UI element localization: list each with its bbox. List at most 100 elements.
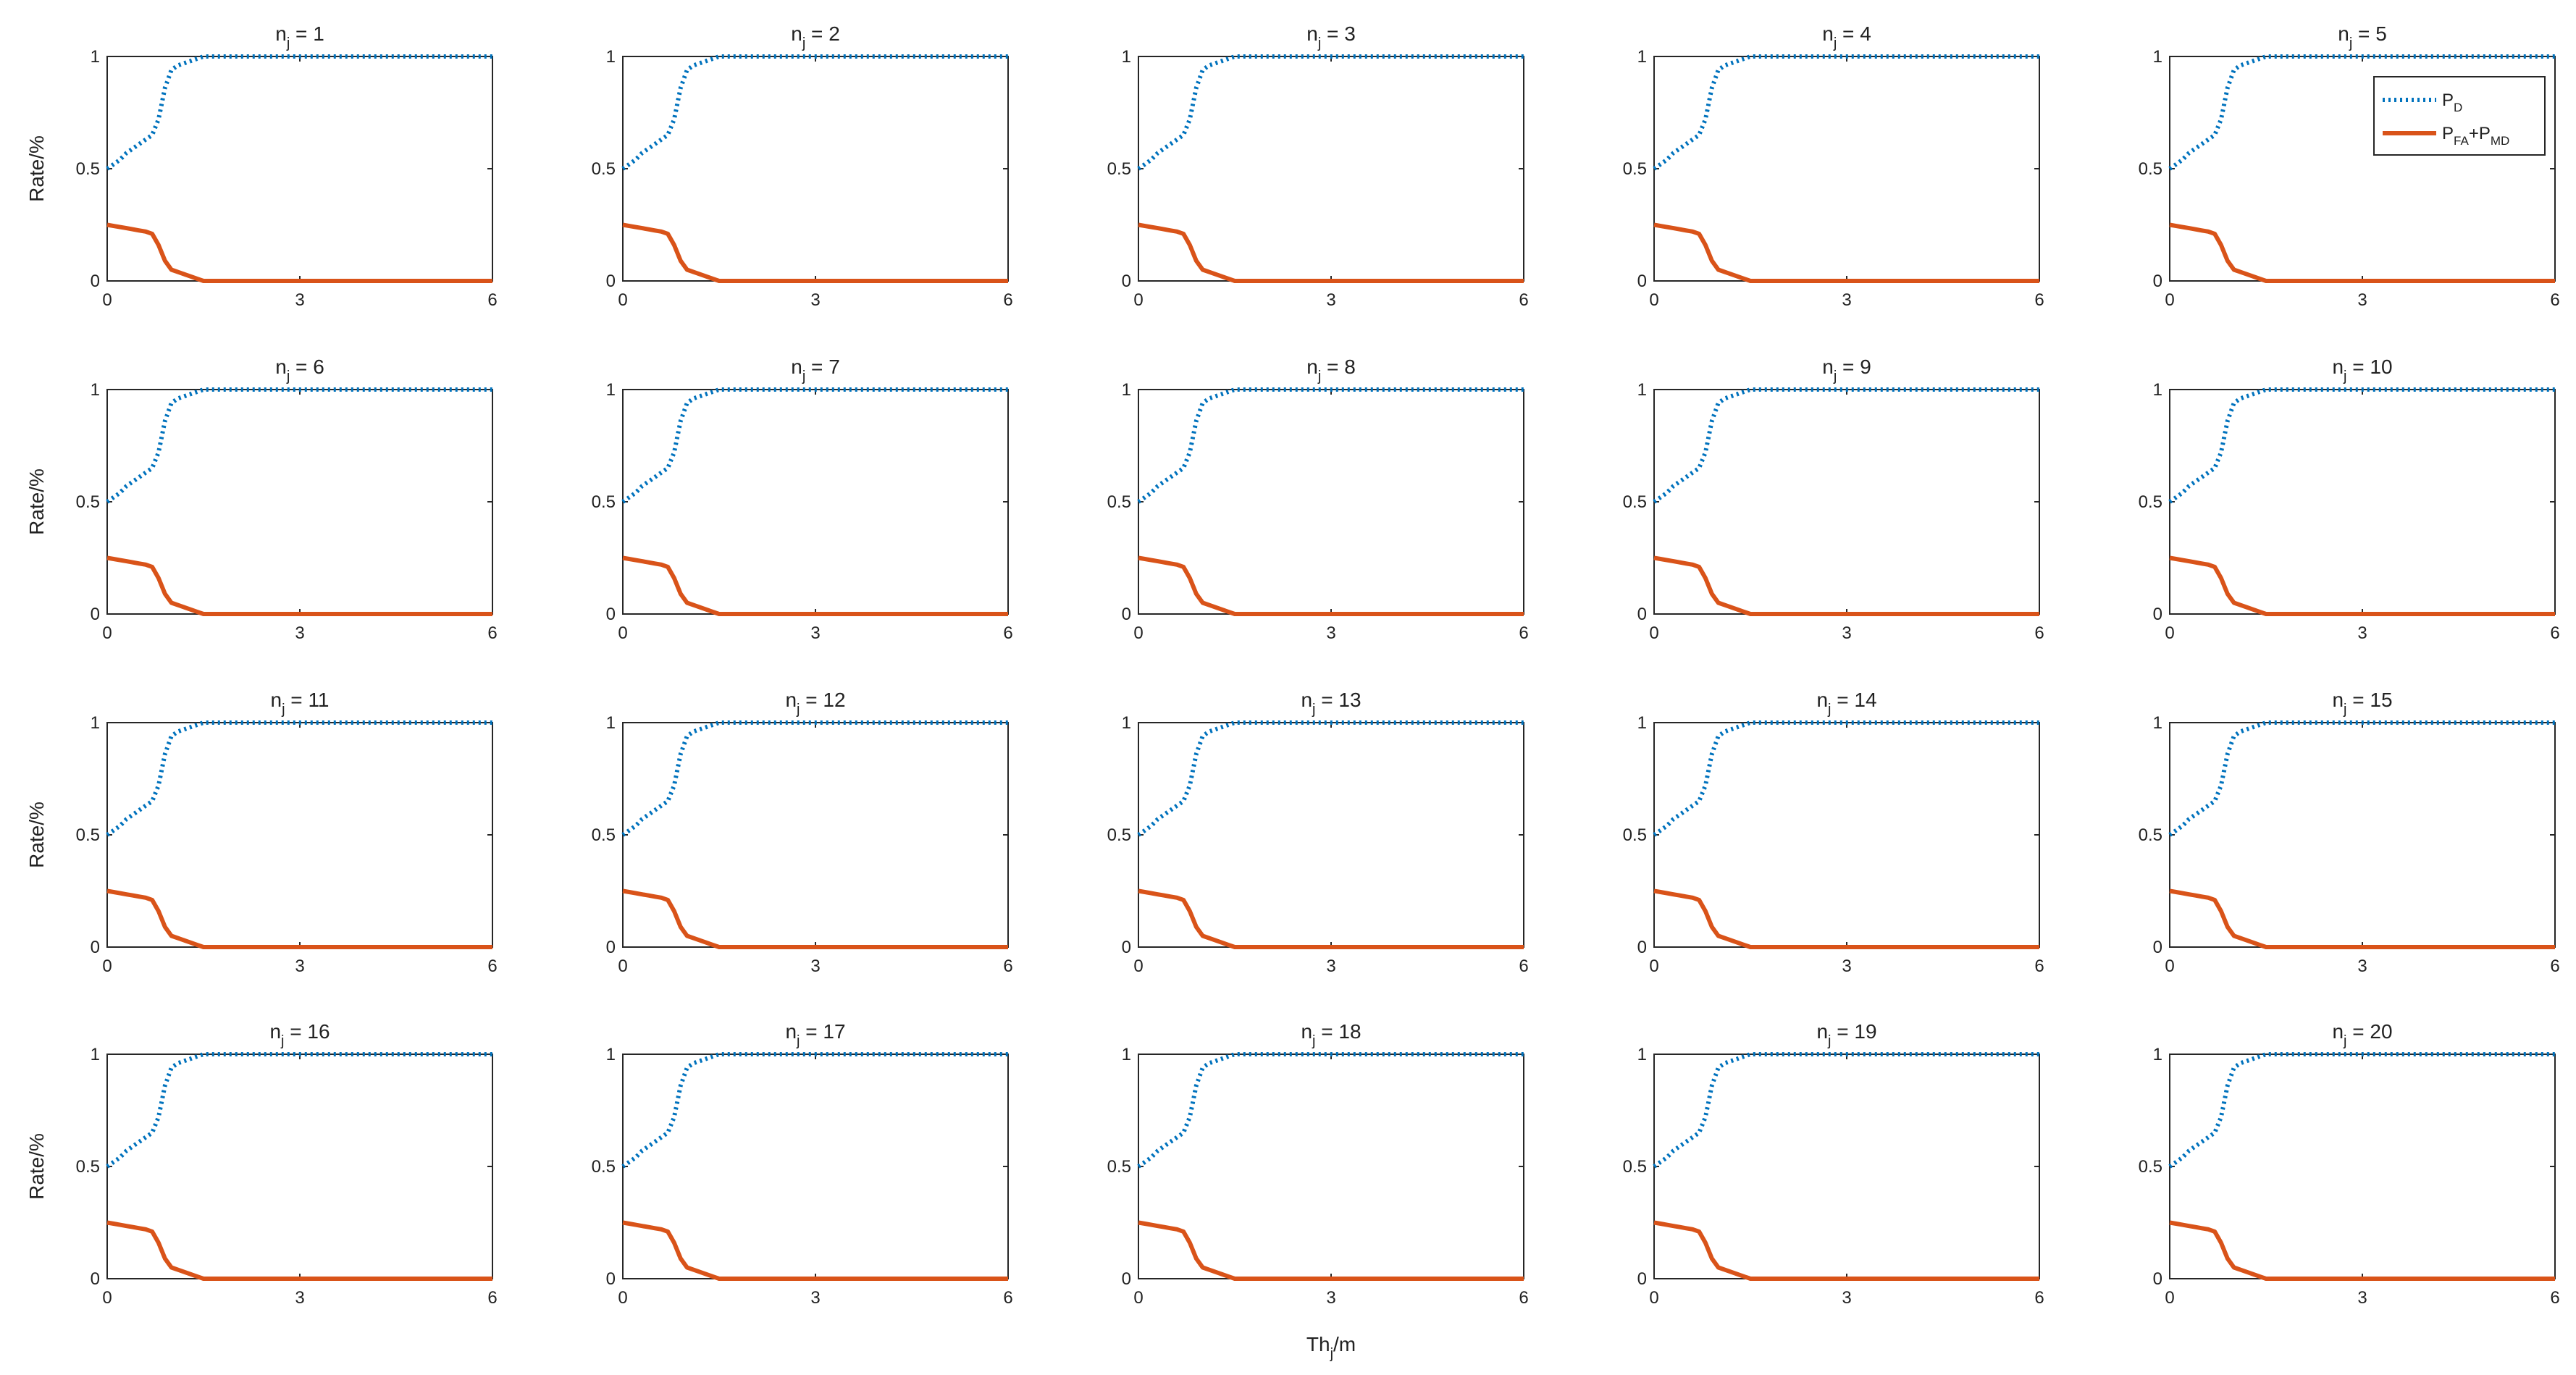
title-subscript: j xyxy=(2343,1033,2346,1049)
x-tick-label: 6 xyxy=(487,956,497,976)
axes-box xyxy=(2169,389,2556,615)
y-tick-label: 0 xyxy=(2153,1269,2162,1289)
title-separator: = xyxy=(1321,22,1344,45)
title-main: n xyxy=(1816,689,1828,711)
panel-n13: 0 0.5 1 0 3 6 nj = 13 xyxy=(1107,689,1529,976)
legend-pd-main: P xyxy=(2442,91,2454,110)
y-tick-label: 0.5 xyxy=(592,825,616,845)
title-value: 3 xyxy=(1344,22,1356,45)
title-main: n xyxy=(785,689,797,711)
y-tick-label: 0 xyxy=(2153,272,2162,291)
title-separator: = xyxy=(1837,22,1860,45)
y-tick-label: 0.5 xyxy=(1623,825,1647,845)
title-separator: = xyxy=(1315,1020,1338,1043)
title-main: n xyxy=(1822,356,1834,378)
x-tick-label: 3 xyxy=(295,623,304,643)
legend-part-legend-main-2: P xyxy=(2479,124,2491,143)
axes-box xyxy=(1138,722,1524,948)
title-subscript: j xyxy=(796,702,800,718)
title-separator: = xyxy=(805,22,828,45)
title-subscript: j xyxy=(1827,702,1831,718)
series-line-pfa_pmd xyxy=(106,555,492,616)
y-tick-label: 0.5 xyxy=(2139,825,2162,845)
x-axis-label-suffix: /m xyxy=(1333,1333,1356,1355)
title-subscript: j xyxy=(1833,35,1837,51)
panel-title: nj = 8 xyxy=(1306,356,1356,384)
y-tick-label: 0.5 xyxy=(2139,492,2162,512)
y-tick-label: 0.5 xyxy=(2139,159,2162,179)
x-tick-label: 3 xyxy=(1326,956,1335,976)
title-main: n xyxy=(1306,356,1318,378)
panel-title: nj = 17 xyxy=(785,1020,845,1049)
x-tick-label: 6 xyxy=(1003,290,1012,310)
panel-title: nj = 10 xyxy=(2332,356,2392,384)
panel-title: nj = 20 xyxy=(2332,1020,2392,1049)
y-tick-label: 0.5 xyxy=(592,159,616,179)
title-main: n xyxy=(275,22,287,45)
x-tick-label: 0 xyxy=(618,1288,627,1308)
y-tick-label: 0.5 xyxy=(2139,1157,2162,1177)
y-tick-label: 0 xyxy=(1122,272,1131,291)
series-line-pfa_pmd xyxy=(1653,1220,2039,1281)
x-tick-label: 3 xyxy=(810,290,820,310)
axes-box xyxy=(106,1054,493,1279)
series-line-pfa_pmd xyxy=(622,1220,1008,1281)
series-line-pfa_pmd xyxy=(106,888,492,949)
y-tick-label: 1 xyxy=(2153,47,2162,67)
y-tick-label: 1 xyxy=(2153,1045,2162,1064)
x-axis-label-main: Th xyxy=(1306,1333,1330,1355)
axes-box xyxy=(106,389,493,615)
y-tick-label: 0 xyxy=(1637,272,1647,291)
y-tick-label: 1 xyxy=(91,1045,100,1064)
panel-title: nj = 15 xyxy=(2332,689,2392,718)
panel-title: nj = 18 xyxy=(1301,1020,1361,1049)
x-tick-label: 0 xyxy=(2165,1288,2174,1308)
y-tick-label: 1 xyxy=(1122,380,1131,400)
title-subscript: j xyxy=(1827,1033,1831,1049)
y-tick-label: 1 xyxy=(606,1045,616,1064)
x-tick-label: 6 xyxy=(2550,1288,2559,1308)
y-tick-label: 0 xyxy=(1122,938,1131,957)
y-axis-label: Rate/% xyxy=(25,802,48,868)
title-value: 12 xyxy=(823,689,845,711)
panel-n2: 0 0.5 1 0 3 6 nj = 2 xyxy=(592,22,1013,310)
series-line-pd xyxy=(2168,387,2555,504)
y-tick-label: 1 xyxy=(606,47,616,67)
title-value: 20 xyxy=(2370,1020,2392,1043)
series-line-pd xyxy=(1137,1052,1524,1169)
x-tick-label: 0 xyxy=(1133,956,1143,976)
y-tick-label: 0.5 xyxy=(1623,492,1647,512)
title-main: n xyxy=(275,356,287,378)
y-tick-label: 0.5 xyxy=(76,159,100,179)
y-tick-label: 1 xyxy=(91,380,100,400)
series-line-pd xyxy=(2168,54,2555,171)
y-tick-label: 0 xyxy=(606,605,616,624)
title-main: n xyxy=(2332,1020,2344,1043)
panel-title: nj = 13 xyxy=(1301,689,1361,718)
title-value: 18 xyxy=(1338,1020,1361,1043)
title-separator: = xyxy=(1321,356,1344,378)
title-separator: = xyxy=(1831,689,1854,711)
panel-title: nj = 11 xyxy=(270,689,329,718)
panel-n12: 0 0.5 1 0 3 6 nj = 12 xyxy=(592,689,1013,976)
y-tick-label: 1 xyxy=(91,713,100,733)
y-tick-label: 0 xyxy=(1122,1269,1131,1289)
title-separator: = xyxy=(290,356,313,378)
x-tick-label: 3 xyxy=(1842,290,1851,310)
y-tick-label: 0.5 xyxy=(76,825,100,845)
panel-title: nj = 14 xyxy=(1816,689,1876,718)
series-line-pd xyxy=(2168,1052,2555,1169)
y-tick-label: 0 xyxy=(91,272,100,291)
panel-n9: 0 0.5 1 0 3 6 nj = 9 xyxy=(1623,356,2044,643)
x-tick-label: 3 xyxy=(810,956,820,976)
panel-n1: 0 0.5 1 0 3 6 nj = 1 Rate/% xyxy=(25,22,498,310)
title-value: 14 xyxy=(1854,689,1876,711)
series-line-pd xyxy=(106,54,492,171)
title-separator: = xyxy=(800,1020,823,1043)
x-tick-label: 6 xyxy=(2550,290,2559,310)
title-main: n xyxy=(791,356,802,378)
title-main: n xyxy=(270,689,282,711)
